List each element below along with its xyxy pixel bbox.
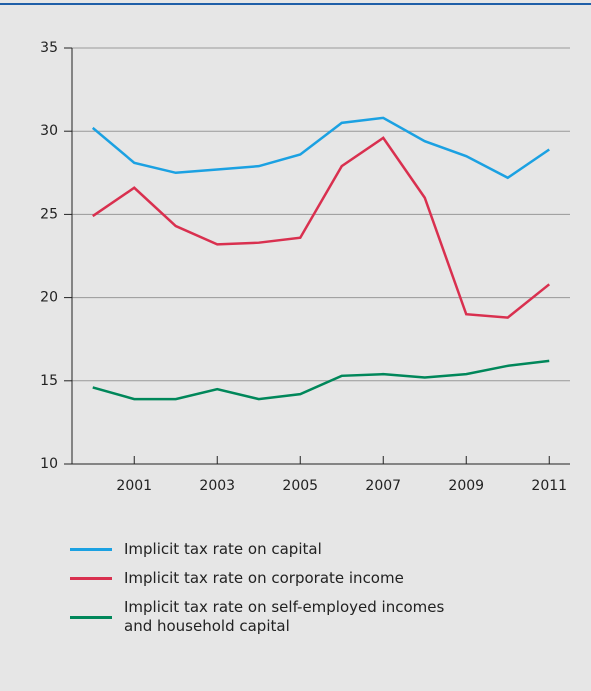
x-tick-label: 2001 [116,478,152,494]
y-tick-label: 15 [40,373,58,389]
legend-label: Implicit tax rate on capital [124,540,322,558]
y-tick-label: 25 [40,206,58,222]
series-line [92,359,550,401]
legend-label: Implicit tax rate on self-employed incom… [124,598,445,635]
x-tick-label: 2005 [282,478,318,494]
series-line [91,116,550,180]
x-tick-label: 2011 [531,478,567,494]
y-tick-label: 10 [40,456,58,472]
y-tick-label: 20 [40,290,58,306]
x-tick-label: 2007 [365,478,401,494]
top-rule [0,3,591,5]
legend: Implicit tax rate on capital Implicit tax… [70,540,469,646]
legend-item: Implicit tax rate on corporate income [70,569,469,588]
legend-item: Implicit tax rate on capital [70,540,469,559]
x-tick-label: 2003 [199,478,235,494]
y-tick-label: 35 [40,40,58,56]
legend-item: Implicit tax rate on self-employed incom… [70,598,469,636]
legend-swatch [70,577,112,580]
legend-swatch [70,615,112,619]
legend-swatch [70,548,112,551]
y-tick-label: 30 [40,123,58,139]
x-tick-label: 2009 [448,478,484,494]
series-line [92,136,551,319]
legend-label: Implicit tax rate on corporate income [124,569,404,587]
